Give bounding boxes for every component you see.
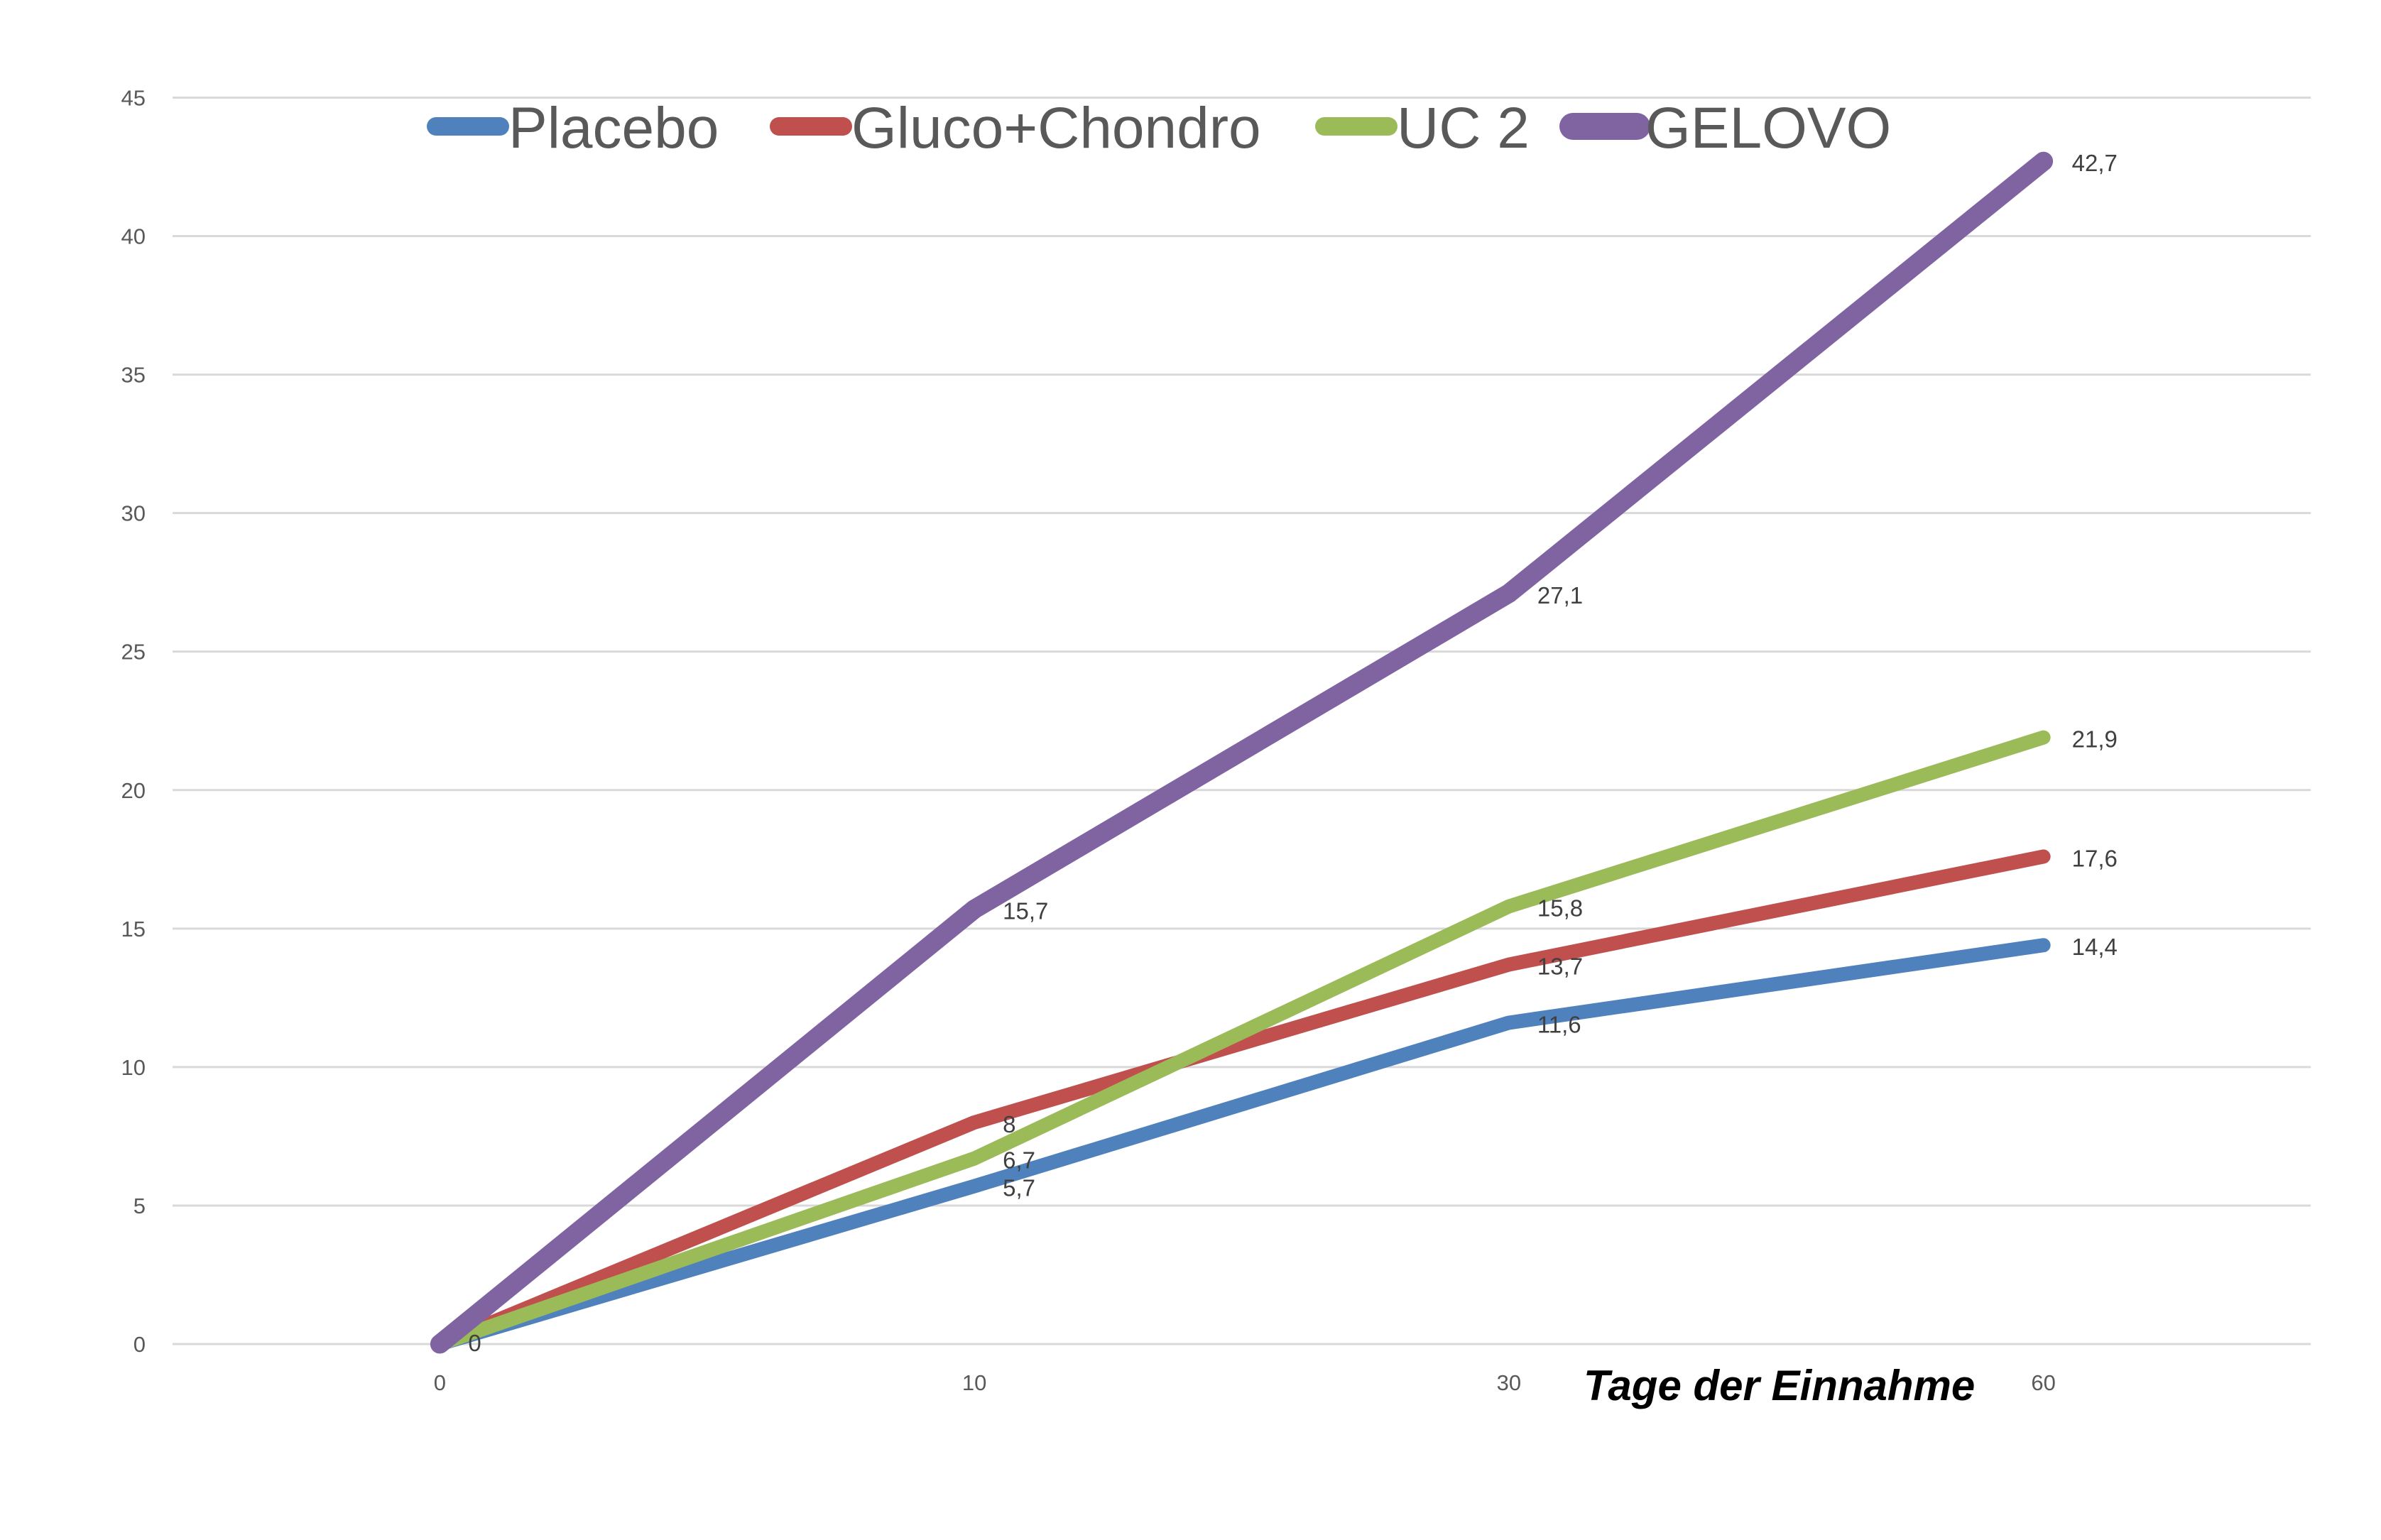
data-label: 6,7 bbox=[1003, 1147, 1035, 1174]
y-tick-label: 10 bbox=[121, 1055, 146, 1080]
series-line-gelovo bbox=[430, 151, 2054, 1354]
y-tick-label: 20 bbox=[121, 778, 146, 803]
legend-label: Gluco+Chondro bbox=[851, 96, 1261, 160]
series-line-uc-2 bbox=[432, 730, 2051, 1351]
data-label: 0 bbox=[468, 1330, 481, 1356]
x-axis-ticks: 0 10 30 60 bbox=[434, 1370, 2056, 1395]
y-tick-label: 25 bbox=[121, 640, 146, 665]
y-tick-label: 0 bbox=[134, 1332, 146, 1357]
legend-label: UC 2 bbox=[1397, 96, 1530, 160]
legend-label: Placebo bbox=[508, 96, 719, 160]
legend-item: UC 2 bbox=[1315, 96, 1530, 160]
data-label: 14,4 bbox=[2072, 934, 2118, 960]
x-axis-title: Tage der Einnahme bbox=[1584, 1362, 1975, 1409]
data-label: 8 bbox=[1003, 1111, 1015, 1137]
y-tick-label: 45 bbox=[121, 86, 146, 111]
legend: Placebo Gluco+Chondro UC 2 GELOVO bbox=[427, 96, 1891, 160]
data-label: 17,6 bbox=[2072, 845, 2118, 871]
x-tick-label: 30 bbox=[1497, 1370, 1521, 1395]
data-label: 5,7 bbox=[1003, 1175, 1035, 1201]
series-line-placebo bbox=[432, 938, 2051, 1351]
data-labels: 0 5,7 11,6 14,4 8 13,7 17,6 6,7 15,8 21,9 15,7 27,1… bbox=[468, 150, 2117, 1356]
x-tick-label: 60 bbox=[2031, 1370, 2055, 1395]
data-label: 11,6 bbox=[1537, 1011, 1581, 1037]
x-tick-label: 0 bbox=[434, 1370, 446, 1395]
data-label: 27,1 bbox=[1537, 582, 1583, 608]
legend-item: GELOVO bbox=[1559, 96, 1891, 160]
y-tick-label: 30 bbox=[121, 501, 146, 526]
data-label: 13,7 bbox=[1537, 954, 1583, 980]
y-tick-label: 35 bbox=[121, 363, 146, 388]
legend-item: Placebo bbox=[427, 96, 719, 160]
y-tick-label: 15 bbox=[121, 917, 146, 941]
y-tick-label: 40 bbox=[121, 224, 146, 249]
data-label: 42,7 bbox=[2072, 150, 2118, 176]
series-line-gluco-chondro bbox=[432, 849, 2051, 1351]
series-lines bbox=[430, 151, 2054, 1354]
y-tick-label: 5 bbox=[134, 1194, 146, 1218]
legend-label: GELOVO bbox=[1645, 96, 1891, 160]
data-label: 15,8 bbox=[1537, 895, 1583, 922]
data-label: 21,9 bbox=[2072, 726, 2118, 753]
x-tick-label: 10 bbox=[962, 1370, 986, 1395]
gridlines bbox=[173, 97, 2311, 1345]
legend-item: Gluco+Chondro bbox=[770, 96, 1261, 160]
y-axis-ticks: 0 5 10 15 20 25 30 35 40 45 bbox=[121, 86, 146, 1358]
data-label: 15,7 bbox=[1003, 898, 1048, 924]
